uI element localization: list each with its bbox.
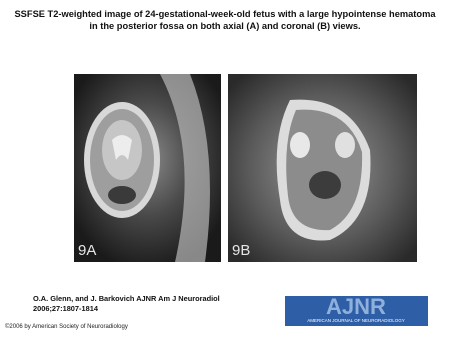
- image-b: 9B: [228, 74, 417, 262]
- title-line: in the posterior fossa on both axial (A)…: [89, 21, 361, 31]
- figure-label: 9A: [78, 242, 96, 259]
- logo-title: AJNR: [326, 294, 386, 319]
- logo: AJNR AMERICAN JOURNAL OF NEURORADIOLOGY: [285, 294, 428, 326]
- logo-subtitle: AMERICAN JOURNAL OF NEURORADIOLOGY: [307, 318, 405, 323]
- title-line: SSFSE T2-weighted image of 24-gestationa…: [14, 9, 436, 19]
- image-a: 9A: [74, 74, 221, 262]
- citation-line: 2006;27:1807-1814: [33, 304, 98, 313]
- figure-label: 9B: [232, 242, 250, 259]
- citation-line: O.A. Glenn, and J. Barkovich AJNR Am J N…: [33, 294, 220, 303]
- copyright: ©2006 by American Society of Neuroradiol…: [5, 324, 128, 330]
